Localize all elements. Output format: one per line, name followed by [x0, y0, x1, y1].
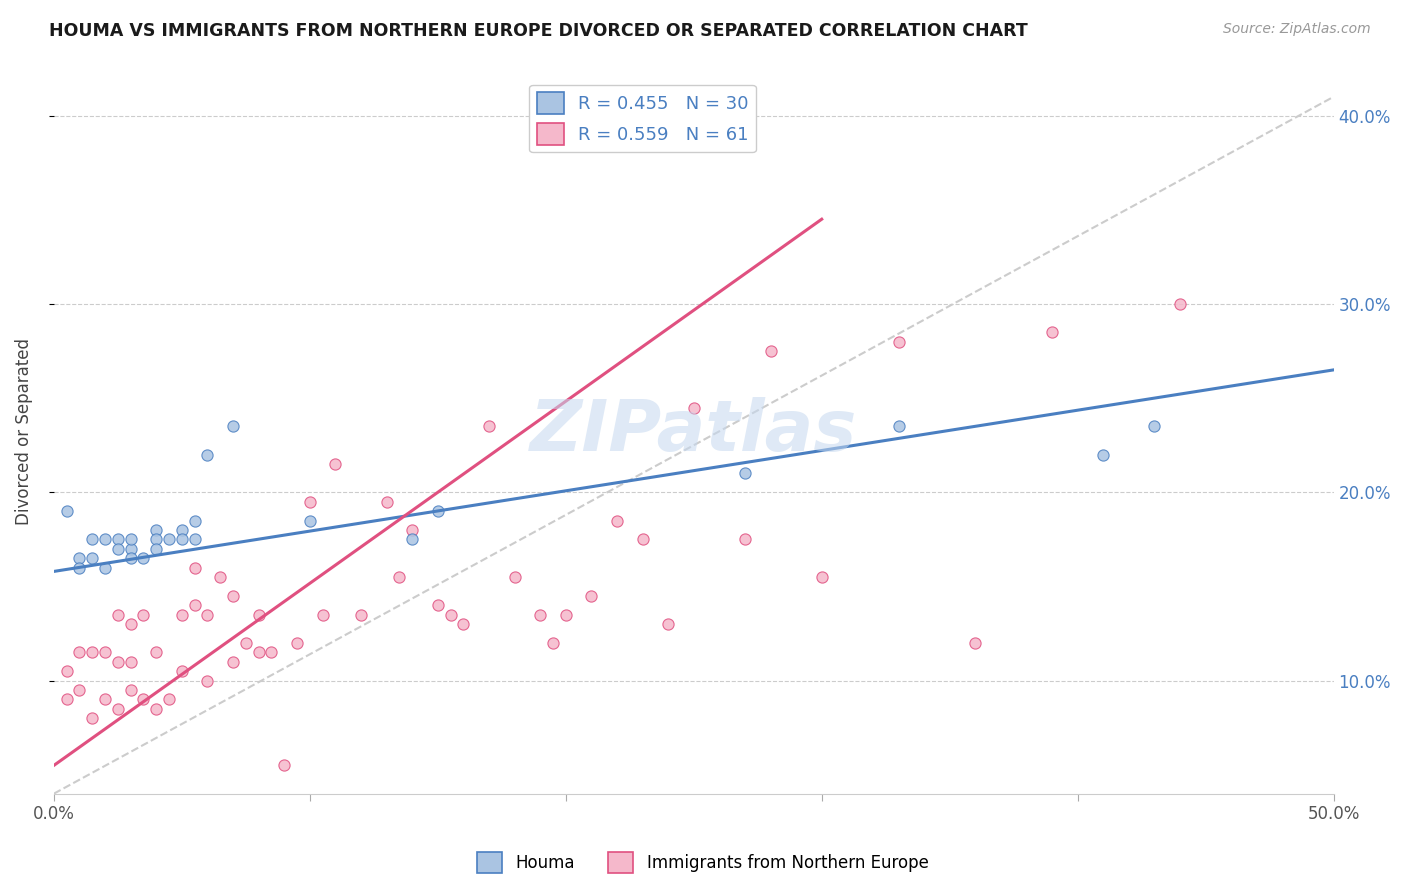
Point	[107, 655, 129, 669]
Point	[682, 401, 704, 415]
Point	[247, 645, 270, 659]
Point	[107, 541, 129, 556]
Point	[209, 570, 232, 584]
Point	[235, 636, 257, 650]
Point	[887, 334, 910, 349]
Point	[94, 645, 117, 659]
Point	[132, 607, 155, 622]
Point	[759, 344, 782, 359]
Point	[67, 645, 90, 659]
Point	[388, 570, 411, 584]
Point	[734, 533, 756, 547]
Point	[67, 683, 90, 698]
Point	[401, 533, 423, 547]
Point	[157, 533, 180, 547]
Point	[55, 692, 77, 706]
Text: ZIPatlas: ZIPatlas	[530, 397, 858, 466]
Point	[734, 467, 756, 481]
Point	[1143, 419, 1166, 434]
Point	[197, 448, 219, 462]
Point	[107, 702, 129, 716]
Point	[145, 541, 167, 556]
Point	[120, 533, 142, 547]
Point	[298, 494, 321, 508]
Point	[94, 533, 117, 547]
Point	[401, 523, 423, 537]
Point	[260, 645, 283, 659]
Point	[82, 711, 104, 725]
Point	[132, 551, 155, 566]
Legend: Houma, Immigrants from Northern Europe: Houma, Immigrants from Northern Europe	[471, 846, 935, 880]
Point	[55, 504, 77, 518]
Point	[183, 599, 205, 613]
Point	[439, 607, 461, 622]
Point	[298, 514, 321, 528]
Text: HOUMA VS IMMIGRANTS FROM NORTHERN EUROPE DIVORCED OR SEPARATED CORRELATION CHART: HOUMA VS IMMIGRANTS FROM NORTHERN EUROPE…	[49, 22, 1028, 40]
Point	[82, 551, 104, 566]
Point	[197, 673, 219, 688]
Point	[183, 533, 205, 547]
Point	[222, 589, 245, 603]
Point	[94, 560, 117, 574]
Point	[657, 617, 679, 632]
Point	[132, 692, 155, 706]
Point	[145, 523, 167, 537]
Point	[107, 607, 129, 622]
Point	[107, 533, 129, 547]
Point	[247, 607, 270, 622]
Point	[350, 607, 373, 622]
Point	[529, 607, 551, 622]
Point	[82, 645, 104, 659]
Point	[554, 607, 576, 622]
Point	[120, 617, 142, 632]
Point	[197, 607, 219, 622]
Point	[120, 541, 142, 556]
Point	[810, 570, 832, 584]
Point	[453, 617, 475, 632]
Point	[170, 607, 193, 622]
Point	[145, 533, 167, 547]
Point	[887, 419, 910, 434]
Point	[82, 533, 104, 547]
Point	[183, 514, 205, 528]
Point	[94, 692, 117, 706]
Point	[325, 457, 347, 471]
Point	[55, 665, 77, 679]
Point	[311, 607, 333, 622]
Point	[120, 655, 142, 669]
Point	[1168, 297, 1191, 311]
Point	[965, 636, 987, 650]
Point	[541, 636, 564, 650]
Point	[631, 533, 654, 547]
Point	[606, 514, 628, 528]
Point	[67, 560, 90, 574]
Point	[273, 758, 295, 772]
Point	[581, 589, 603, 603]
Point	[222, 655, 245, 669]
Legend: R = 0.455   N = 30, R = 0.559   N = 61: R = 0.455 N = 30, R = 0.559 N = 61	[529, 85, 756, 153]
Point	[478, 419, 501, 434]
Point	[145, 702, 167, 716]
Point	[1092, 448, 1115, 462]
Point	[426, 504, 449, 518]
Point	[503, 570, 526, 584]
Point	[1040, 325, 1063, 339]
Point	[375, 494, 398, 508]
Point	[120, 551, 142, 566]
Point	[426, 599, 449, 613]
Point	[120, 683, 142, 698]
Point	[183, 560, 205, 574]
Point	[285, 636, 308, 650]
Point	[170, 665, 193, 679]
Text: Source: ZipAtlas.com: Source: ZipAtlas.com	[1223, 22, 1371, 37]
Point	[157, 692, 180, 706]
Point	[222, 419, 245, 434]
Point	[170, 533, 193, 547]
Y-axis label: Divorced or Separated: Divorced or Separated	[15, 337, 32, 524]
Point	[145, 645, 167, 659]
Point	[67, 551, 90, 566]
Point	[170, 523, 193, 537]
